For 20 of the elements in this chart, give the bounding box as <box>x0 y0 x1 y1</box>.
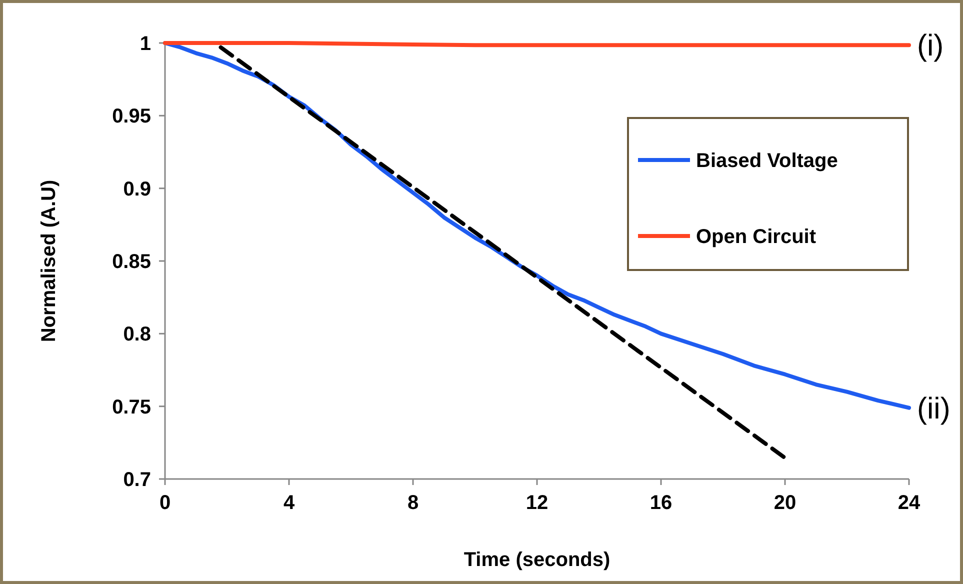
y-axis-title: Normalised (A.U) <box>38 180 60 342</box>
y-tick-label: 0.9 <box>123 178 151 200</box>
x-tick-label: 0 <box>159 492 171 514</box>
x-tick-label: 20 <box>774 492 796 514</box>
y-tick-label: 0.7 <box>123 469 151 491</box>
y-tick-label: 0.75 <box>112 396 151 418</box>
y-tick-label: 0.95 <box>112 106 151 128</box>
legend-label: Biased Voltage <box>696 150 838 172</box>
x-tick-label: 4 <box>283 492 296 514</box>
y-tick-label: 0.8 <box>123 324 151 346</box>
annotation: (ii) <box>917 392 950 426</box>
x-tick-label: 8 <box>407 492 419 514</box>
x-tick-label: 12 <box>526 492 548 514</box>
y-tick-label: 0.85 <box>112 251 151 273</box>
y-tick-label: 1 <box>140 33 151 55</box>
x-tick-label: 24 <box>898 492 921 514</box>
x-tick-label: 16 <box>650 492 672 514</box>
x-axis-title: Time (seconds) <box>464 549 610 571</box>
legend-label: Open Circuit <box>696 226 816 248</box>
annotation: (i) <box>917 30 944 63</box>
